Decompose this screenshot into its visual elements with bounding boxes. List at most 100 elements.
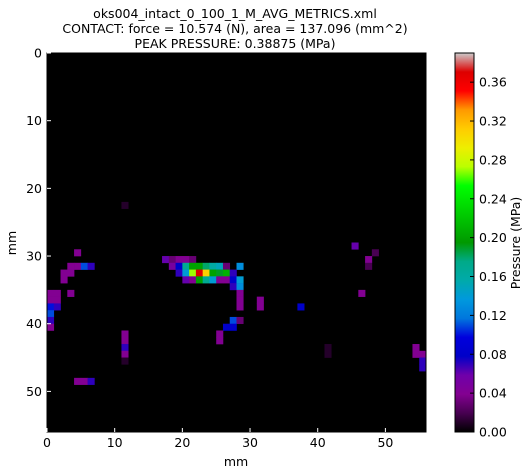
heatmap-cell [365,256,373,264]
heatmap-cell [419,357,427,365]
colorbar-label: Pressure (MPa) [508,197,523,290]
heatmap-cell [60,269,68,277]
y-tick-label: 10 [26,113,42,128]
heatmap-cell [216,262,224,270]
colorbar-tick-label: 0.04 [479,386,507,401]
heatmap-cell [419,364,427,372]
heatmap-cell [222,262,231,270]
colorbar-tick-label: 0.28 [479,152,507,167]
colorbar [455,53,474,432]
heatmap-cell [189,262,197,270]
heatmap-cell [365,262,373,270]
heatmap-background [47,53,426,432]
heatmap-cell [60,276,68,284]
heatmap-cell [121,344,129,352]
heatmap-cell [53,303,61,311]
colorbar-tick-label: 0.20 [479,230,507,245]
heatmap-cell [189,276,197,284]
heatmap-cell [419,350,427,358]
heatmap-cell [67,269,75,277]
heatmap-cell [47,323,55,331]
heatmap-cell [236,262,244,270]
heatmap-cell [216,276,224,284]
x-axis-label: mm [224,454,248,469]
y-axis-ticks: 0 10 20 30 40 50 [26,46,51,399]
heatmap-cell [236,289,244,297]
heatmap-cell [182,262,190,270]
x-tick-label: 10 [107,435,123,450]
heatmap-cell [195,269,203,277]
heatmap-cell [216,337,224,345]
heatmap-cell [297,303,305,311]
y-tick-label: 30 [26,249,42,264]
heatmap-cell [182,276,190,284]
y-tick-label: 40 [26,316,42,331]
heatmap-cell [229,269,237,277]
heatmap-cell [324,350,332,358]
colorbar-frame [454,52,475,433]
y-tick-label: 20 [26,181,42,196]
heatmap-cell [74,262,82,270]
heatmap-cell [209,262,217,270]
colorbar-tick-label: 0.08 [479,347,507,362]
chart-title-line-2: CONTACT: force = 10.574 (N), area = 137.… [62,21,407,36]
heatmap-cell [351,242,359,250]
heatmap-cell [222,276,231,284]
heatmap-cell [229,283,237,291]
heatmap-cell [236,276,244,284]
heatmap-cell [222,323,231,331]
heatmap-cell [74,249,82,257]
heatmap-cell [324,344,332,352]
colorbar-tick-label: 0.32 [479,114,507,129]
heatmap-cell [47,296,55,304]
heatmap-cell [358,289,366,297]
x-tick-label: 20 [174,435,190,450]
heatmap-cell [236,316,244,325]
heatmap-cell [47,310,55,318]
heatmap-cell [182,269,190,277]
heatmap-cell [87,377,95,385]
heatmap-cell [236,296,244,304]
heatmap-cell [216,330,224,338]
heatmap-cell [236,303,244,311]
heatmap-cell [195,262,203,270]
x-tick-label: 50 [377,435,393,450]
heatmap-cell [202,262,210,270]
y-axis-label: mm [4,231,19,255]
heatmap-cell [371,249,379,257]
heatmap-cell [412,350,420,358]
colorbar-tick-label: 0.12 [479,308,507,323]
heatmap-cell [168,256,176,264]
heatmap-cell [175,256,183,264]
heatmap-cell [168,262,176,270]
chart-title-line-1: oks004_intact_0_100_1_M_AVG_METRICS.xml [93,6,377,21]
colorbar-tick-label: 0.16 [479,269,507,284]
heatmap-cell [412,344,420,352]
heatmap-cell [47,303,55,311]
heatmap-cell [209,276,217,284]
colorbar-tick-label: 0.24 [479,191,507,206]
heatmap-cell [80,262,88,270]
x-tick-label: 30 [242,435,258,450]
y-tick-label: 0 [34,46,42,61]
heatmap-cell [175,269,183,277]
colorbar-tick-label: 0.00 [479,425,507,440]
heatmap-cell [67,262,75,270]
heatmap-cell [74,377,82,385]
heatmap-cell [121,201,129,209]
heatmap-cell [189,269,197,277]
heatmap-cell [229,323,237,331]
heatmap-cell [53,289,61,297]
heatmap-cell [47,316,55,325]
heatmap-cell [121,337,129,345]
heatmap-cell [229,316,237,325]
heatmap-cell [182,256,190,264]
heatmap-cell [236,283,244,291]
heatmap-cell [209,269,217,277]
heatmap-cell [80,377,88,385]
heatmap-cell [202,269,210,277]
heatmap-cell [202,276,210,284]
heatmap-cell [162,256,170,264]
heatmap-cell [195,276,203,284]
